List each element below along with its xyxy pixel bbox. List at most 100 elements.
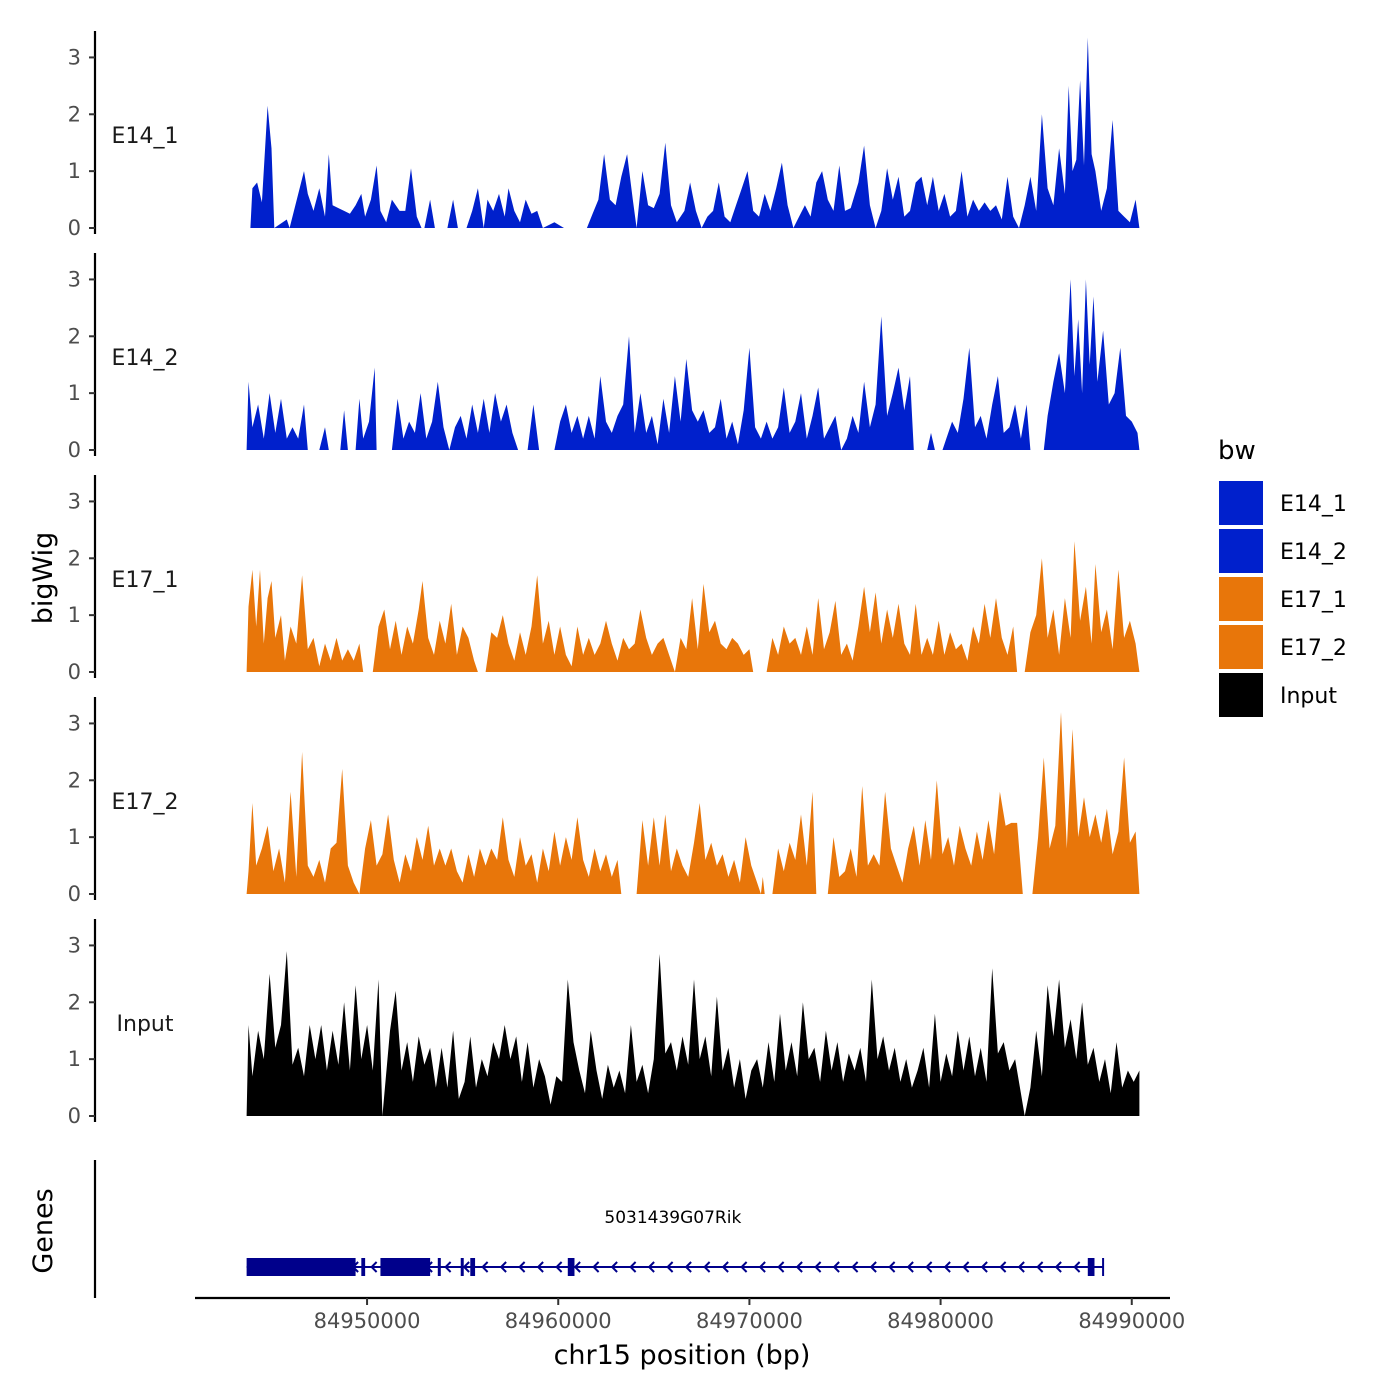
- strand-arrow: [721, 1261, 729, 1273]
- track-label: E17_2: [112, 790, 179, 815]
- strand-arrow: [851, 1261, 859, 1273]
- strand-arrow: [703, 1261, 711, 1273]
- y-tick-label: 0: [68, 216, 81, 240]
- y-tick-label: 3: [68, 45, 81, 69]
- y-tick-label: 2: [68, 324, 81, 348]
- y-tick-label: 0: [68, 660, 81, 684]
- strand-arrow: [462, 1261, 470, 1273]
- strand-arrow: [962, 1261, 970, 1273]
- gene-track: 5031439G07Rik: [93, 1160, 1105, 1298]
- strand-arrow: [980, 1261, 988, 1273]
- strand-arrow: [536, 1261, 544, 1273]
- y-tick-label: 1: [68, 825, 81, 849]
- strand-arrow: [999, 1261, 1007, 1273]
- x-axis: 84950000 84960000 84970000 84980000 84990000: [195, 1296, 1185, 1333]
- legend-item: E17_2: [1217, 623, 1347, 671]
- y-tick-label: 3: [68, 711, 81, 735]
- signal-area-e17_1: [246, 541, 1140, 672]
- strand-arrow: [758, 1261, 766, 1273]
- legend-swatch: [1217, 575, 1265, 623]
- signal-area-e17_2: [246, 712, 1140, 894]
- legend-label: E14_2: [1280, 540, 1347, 565]
- legend-label: Input: [1280, 684, 1337, 709]
- track-e17_1: 0 1 2 3 E17_1: [68, 475, 1140, 684]
- strand-arrow: [869, 1261, 877, 1273]
- x-tick-label: 84950000: [314, 1309, 421, 1333]
- signal-tracks: 0 1 2 3 E14_1 0 1 2 3 E14_2 0 1 2 3 E17_1 0 1 2 3 E17_2 0 1 2 3…: [68, 31, 1140, 1128]
- legend-swatch: [1217, 479, 1265, 527]
- gene-exon: [470, 1258, 476, 1276]
- legend-item: Input: [1217, 671, 1337, 719]
- legend-swatch: [1217, 623, 1265, 671]
- strand-arrow: [592, 1261, 600, 1273]
- track-label: E14_2: [112, 346, 179, 371]
- strand-arrow: [943, 1261, 951, 1273]
- x-tick-label: 84980000: [887, 1309, 994, 1333]
- y-tick-label: 2: [68, 990, 81, 1014]
- legend-label: E17_2: [1280, 636, 1347, 661]
- track-e14_2: 0 1 2 3 E14_2: [68, 253, 1140, 462]
- strand-arrow: [444, 1261, 452, 1273]
- legend-label: E14_1: [1280, 492, 1347, 517]
- strand-arrow: [795, 1261, 803, 1273]
- y-tick-label: 0: [68, 438, 81, 462]
- strand-arrow: [647, 1261, 655, 1273]
- gene-exon: [437, 1258, 441, 1276]
- gene-exon: [1087, 1258, 1095, 1276]
- strand-arrow: [370, 1261, 378, 1273]
- strand-arrow: [906, 1261, 914, 1273]
- x-tick-label: 84960000: [505, 1309, 612, 1333]
- track-e14_1: 0 1 2 3 E14_1: [68, 31, 1140, 240]
- y-tick-label: 0: [68, 1104, 81, 1128]
- track-label: E14_1: [112, 124, 179, 149]
- y-tick-label: 3: [68, 267, 81, 291]
- y-tick-label: 2: [68, 546, 81, 570]
- y-tick-label: 1: [68, 603, 81, 627]
- strand-arrow: [481, 1261, 489, 1273]
- y-tick-label: 1: [68, 159, 81, 183]
- y-axis-title: bigWig: [28, 532, 59, 625]
- y-tick-label: 2: [68, 768, 81, 792]
- strand-arrow: [610, 1261, 618, 1273]
- gene-exon: [567, 1258, 575, 1276]
- signal-area-e14_1: [250, 37, 1140, 228]
- track-label: E17_1: [112, 568, 179, 593]
- x-tick-label: 84970000: [696, 1309, 803, 1333]
- strand-arrow: [518, 1261, 526, 1273]
- legend-title: bw: [1218, 436, 1256, 466]
- strand-arrow: [740, 1261, 748, 1273]
- y-tick-label: 2: [68, 102, 81, 126]
- gene-exon: [361, 1258, 366, 1276]
- track-e17_2: 0 1 2 3 E17_2: [68, 697, 1140, 906]
- strand-arrow: [684, 1261, 692, 1273]
- strand-arrow: [629, 1261, 637, 1273]
- legend-item: E17_1: [1217, 575, 1347, 623]
- strand-arrow: [1054, 1261, 1062, 1273]
- legend: E14_1 E14_2 E17_1 E17_2 Input: [1217, 479, 1347, 719]
- y-tick-label: 3: [68, 933, 81, 957]
- gene-exon: [380, 1258, 431, 1276]
- x-tick-label: 84990000: [1078, 1309, 1185, 1333]
- y-tick-label: 1: [68, 381, 81, 405]
- legend-swatch: [1217, 527, 1265, 575]
- strand-arrow: [573, 1261, 581, 1273]
- strand-arrow: [832, 1261, 840, 1273]
- legend-swatch: [1217, 671, 1265, 719]
- x-axis-title: chr15 position (bp): [554, 1340, 811, 1371]
- genes-track-label: Genes: [28, 1188, 59, 1273]
- strand-arrow: [666, 1261, 674, 1273]
- gene-exon: [246, 1258, 356, 1276]
- y-tick-label: 0: [68, 882, 81, 906]
- strand-arrow: [888, 1261, 896, 1273]
- legend-item: E14_2: [1217, 527, 1347, 575]
- legend-label: E17_1: [1280, 588, 1347, 613]
- gene-exon: [460, 1258, 464, 1276]
- strand-arrow: [814, 1261, 822, 1273]
- strand-arrow: [925, 1261, 933, 1273]
- y-tick-label: 3: [68, 489, 81, 513]
- track-label: Input: [117, 1012, 174, 1037]
- track-input: 0 1 2 3 Input: [68, 919, 1140, 1128]
- legend-item: E14_1: [1217, 479, 1347, 527]
- signal-area-e14_2: [246, 279, 1140, 450]
